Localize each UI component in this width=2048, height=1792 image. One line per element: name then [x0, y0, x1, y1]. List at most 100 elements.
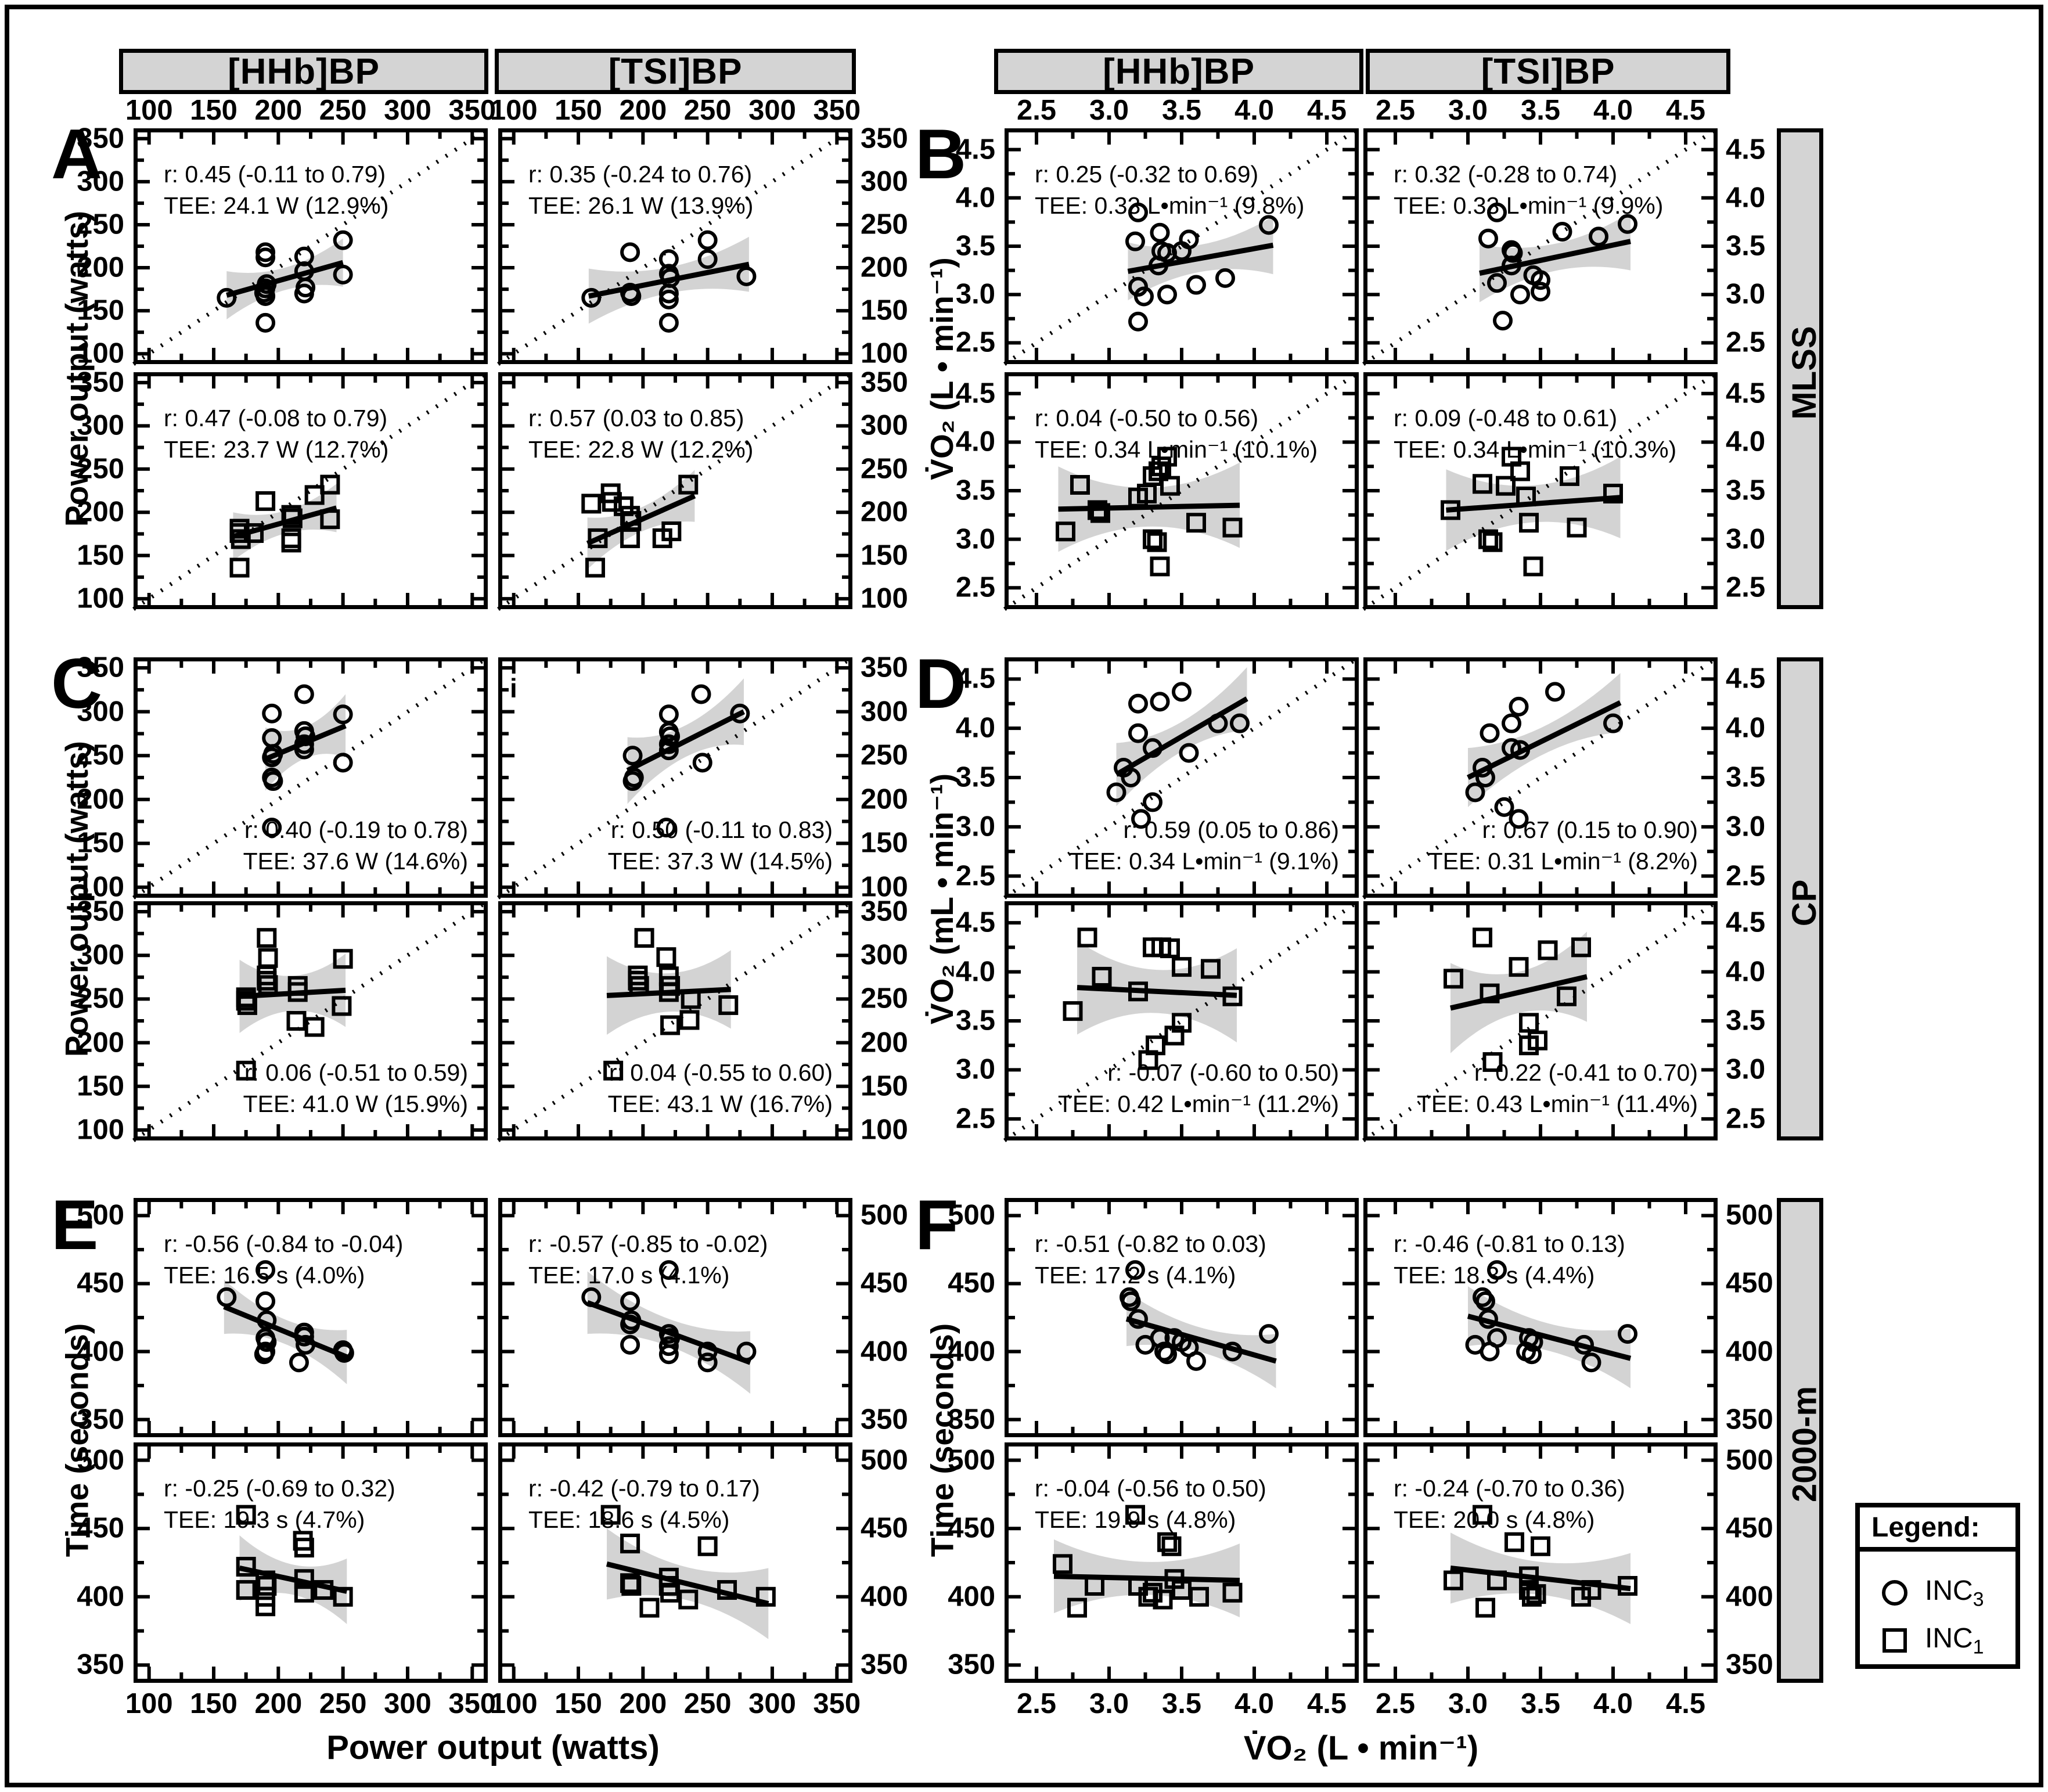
tick-label: 400: [948, 1581, 995, 1613]
tick-label: 350: [861, 123, 908, 154]
tick-label: 500: [1726, 1444, 1773, 1476]
subplot-A_hhb_inc1: r: 0.47 (-0.08 to 0.79) TEE: 23.7 W (12.7…: [132, 370, 489, 611]
stats-text: r: 0.09 (-0.48 to 0.61) TEE: 0.34 L•min⁻¹…: [1394, 402, 1676, 465]
tick-label: 3.0: [1726, 1053, 1766, 1085]
tick-label: 500: [948, 1199, 995, 1231]
header-label: [TSI]BP: [608, 51, 743, 92]
tick-label: 100: [77, 1114, 124, 1146]
subplot-E_tsi_inc3: r: -0.57 (-0.85 to -0.02) TEE: 17.0 s (4.…: [498, 1198, 852, 1437]
scatter-plot: [1363, 1198, 1718, 1437]
tick-label: 2.5: [955, 326, 995, 358]
tick-label: 400: [948, 1336, 995, 1368]
r-value: r: 0.04 (-0.55 to 0.60): [609, 1059, 833, 1086]
scatter-plot: [1003, 656, 1360, 899]
tick-label: 300: [748, 1688, 796, 1719]
column-header-tsi-right: [TSI]BP: [1366, 49, 1730, 94]
scatter-plot: [132, 656, 489, 899]
tick-label: 150: [861, 294, 908, 326]
tick-label: 150: [861, 1070, 908, 1102]
tick-label: 300: [861, 939, 908, 971]
tick-label: 3.5: [1161, 95, 1202, 126]
tick-label: 4.0: [955, 426, 995, 458]
tick-label: 150: [77, 294, 124, 326]
tee-value: TEE: 18.6 s (4.5%): [528, 1506, 730, 1534]
tick-label: 450: [948, 1512, 995, 1544]
tick-label: 4.0: [1234, 1688, 1275, 1719]
tick-label: 250: [683, 1688, 732, 1719]
header-label: [HHb]BP: [1103, 51, 1255, 92]
tick-label: 3.5: [1726, 761, 1766, 793]
tick-label: 200: [861, 1027, 908, 1059]
tee-value: TEE: 16.5 s (4.0%): [164, 1262, 365, 1289]
tick-label: 4.5: [955, 663, 995, 695]
scatter-plot: [1003, 899, 1360, 1142]
tick-label: 4.0: [955, 712, 995, 744]
tick-label: 150: [861, 539, 908, 571]
row-label-text: MLSS: [1785, 326, 1823, 420]
tee-value: TEE: 19.9 s (4.8%): [1035, 1506, 1236, 1534]
stats-text: r: 0.59 (0.05 to 0.86) TEE: 0.34 L•min⁻¹ …: [1070, 814, 1339, 877]
stats-text: r: 0.04 (-0.55 to 0.60) TEE: 43.1 W (16.7…: [608, 1057, 833, 1120]
legend-item-inc1: INC1: [1880, 1617, 2015, 1664]
tee-value: TEE: 43.1 W (16.7%): [607, 1090, 833, 1117]
tick-label: 3.0: [1089, 95, 1129, 126]
tick-label: 150: [190, 95, 237, 126]
tick-label: 300: [861, 409, 908, 441]
r-value: r: 0.40 (-0.19 to 0.78): [244, 816, 468, 843]
tick-label: 200: [861, 251, 908, 283]
tick-label: 400: [77, 1581, 124, 1613]
tick-label: 350: [77, 652, 124, 683]
stats-text: r: 0.06 (-0.51 to 0.59) TEE: 41.0 W (15.9…: [243, 1057, 468, 1120]
tick-label: 100: [125, 95, 173, 126]
tick-label: 300: [77, 409, 124, 441]
tick-label: 4.5: [955, 906, 995, 938]
r-value: r: 0.47 (-0.08 to 0.79): [164, 405, 388, 431]
tick-label: 400: [1726, 1581, 1773, 1613]
scatter-plot: [132, 899, 489, 1142]
subplot-D_hhb_inc3: r: 0.59 (0.05 to 0.86) TEE: 0.34 L•min⁻¹ …: [1003, 656, 1360, 899]
tick-label: 100: [861, 1114, 908, 1146]
tick-label: 250: [861, 983, 908, 1014]
scatter-plot: [134, 1198, 488, 1437]
subplot-F_hhb_inc3: r: -0.51 (-0.82 to 0.03) TEE: 17.2 s (4.1…: [1005, 1198, 1359, 1437]
tick-label: 500: [861, 1444, 908, 1476]
header-label: [TSI]BP: [1481, 51, 1615, 92]
stats-text: r: -0.57 (-0.85 to -0.02) TEE: 17.0 s (4.…: [528, 1228, 768, 1291]
tick-label: 4.5: [1665, 95, 1706, 126]
tee-value: TEE: 18.3 s (4.4%): [1394, 1262, 1595, 1289]
tick-label: 350: [448, 95, 496, 126]
scatter-plot: [1003, 370, 1360, 611]
tick-label: 100: [77, 582, 124, 614]
column-header-tsi-left: [TSI]BP: [495, 49, 856, 94]
subplot-C_hhb_inc1: r: 0.06 (-0.51 to 0.59) TEE: 41.0 W (15.9…: [132, 899, 489, 1142]
scatter-plot: [1005, 1442, 1359, 1683]
tick-label: 150: [77, 1070, 124, 1102]
tee-value: TEE: 0.43 L•min⁻¹ (11.4%): [1416, 1090, 1698, 1117]
tick-label: 4.5: [955, 377, 995, 409]
tick-label: 350: [948, 1404, 995, 1435]
tick-label: 3.0: [1448, 1688, 1488, 1719]
stats-text: r: 0.22 (-0.41 to 0.70) TEE: 0.43 L•min⁻¹…: [1417, 1057, 1698, 1120]
stats-text: r: -0.25 (-0.69 to 0.32) TEE: 19.3 s (4.7…: [164, 1473, 395, 1535]
tee-value: TEE: 23.7 W (12.7%): [164, 436, 389, 463]
tick-label: 4.0: [1726, 182, 1766, 214]
scatter-plot: [1362, 656, 1719, 899]
tick-label: 500: [1726, 1199, 1773, 1231]
r-value: r: 0.35 (-0.24 to 0.76): [528, 161, 753, 188]
tick-label: 4.0: [955, 956, 995, 988]
tick-label: 200: [77, 496, 124, 528]
column-header-hhb-left: [HHb]BP: [119, 49, 488, 94]
tick-label: 450: [861, 1512, 908, 1544]
tick-label: 350: [861, 652, 908, 683]
tick-label: 3.0: [955, 811, 995, 843]
tee-value: TEE: 22.8 W (12.2%): [528, 436, 754, 463]
subplot-F_tsi_inc3: r: -0.46 (-0.81 to 0.13) TEE: 18.3 s (4.4…: [1363, 1198, 1718, 1437]
tick-label: 250: [77, 983, 124, 1014]
stats-text: r: -0.46 (-0.81 to 0.13) TEE: 18.3 s (4.4…: [1394, 1228, 1625, 1291]
header-label: [HHb]BP: [228, 51, 380, 92]
stats-text: r: 0.32 (-0.28 to 0.74) TEE: 0.33 L•min⁻¹…: [1394, 159, 1663, 221]
tee-value: TEE: 0.31 L•min⁻¹ (8.2%): [1428, 847, 1698, 875]
subplot-A_tsi_inc3: r: 0.35 (-0.24 to 0.76) TEE: 26.1 W (13.9…: [497, 127, 854, 366]
tick-label: 3.0: [955, 523, 995, 555]
subplot-B_hhb_inc1: r: 0.04 (-0.50 to 0.56) TEE: 0.34 L•min⁻¹…: [1003, 370, 1360, 611]
